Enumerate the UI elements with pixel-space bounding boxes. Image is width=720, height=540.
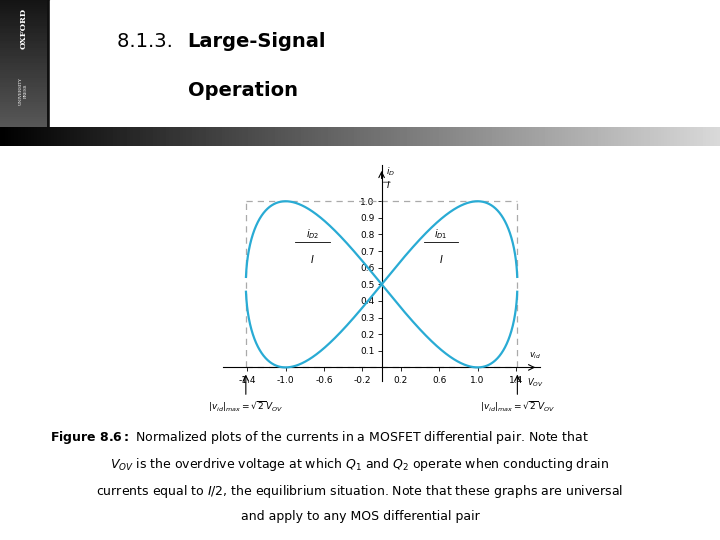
Text: $I$: $I$ [438,253,444,265]
Text: $i_{D2}$: $i_{D2}$ [306,227,319,241]
Text: $\mathbf{Figure\ 8.6:}$$\ $Normalized plots of the currents in a MOSFET differen: $\mathbf{Figure\ 8.6:}$$\ $Normalized pl… [50,429,589,446]
Text: $I$: $I$ [310,253,315,265]
Text: $V_{OV}$: $V_{OV}$ [527,376,544,389]
Text: and apply to any MOS differential pair: and apply to any MOS differential pair [240,510,480,523]
Text: 8.1.3.: 8.1.3. [117,32,179,51]
Text: $V_{OV}$ is the overdrive voltage at which $Q_1$ and $Q_2$ operate when conducti: $V_{OV}$ is the overdrive voltage at whi… [110,456,610,473]
Text: UNIVERSITY
PRESS: UNIVERSITY PRESS [19,77,27,105]
Text: $I$: $I$ [387,179,391,190]
Text: $|v_{id}|_{max} = \sqrt{2}\,V_{OV}$: $|v_{id}|_{max} = \sqrt{2}\,V_{OV}$ [480,400,555,414]
Text: $v_{id}$: $v_{id}$ [529,350,541,361]
Text: $|v_{id}|_{max} = \sqrt{2}\,V_{OV}$: $|v_{id}|_{max} = \sqrt{2}\,V_{OV}$ [208,400,284,414]
Text: currents equal to $I/2$, the equilibrium situation. Note that these graphs are u: currents equal to $I/2$, the equilibrium… [96,483,624,500]
Text: Operation: Operation [188,81,297,100]
Text: $i_D$: $i_D$ [387,165,395,178]
Text: Large-Signal: Large-Signal [188,32,326,51]
Text: $i_{D1}$: $i_{D1}$ [434,227,448,241]
Text: OXFORD: OXFORD [19,8,27,49]
